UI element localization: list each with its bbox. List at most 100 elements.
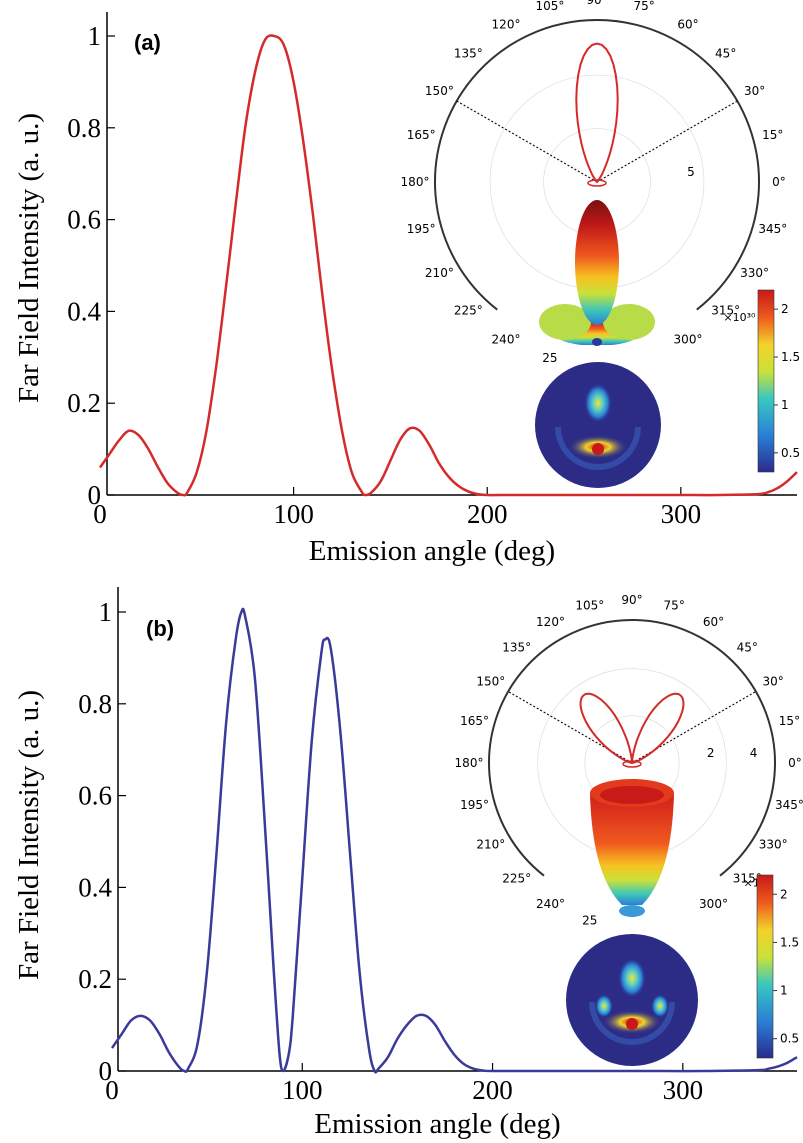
panel-label: (b) bbox=[146, 616, 174, 641]
x-tick-label: 300 bbox=[661, 499, 702, 529]
near-field-spot bbox=[595, 994, 613, 1018]
polar-outer-arc bbox=[488, 619, 776, 877]
series-line bbox=[98, 34, 798, 497]
series-line bbox=[110, 607, 798, 1074]
x-tick-label: 100 bbox=[273, 499, 314, 529]
colorbar-tick-label: 0.5 bbox=[780, 1032, 799, 1046]
near-field-ring bbox=[589, 1001, 675, 1045]
y-tick-label: 0.8 bbox=[78, 689, 112, 719]
y-tick-label: 0.6 bbox=[78, 781, 112, 811]
polar-radial-label: 4 bbox=[750, 746, 758, 760]
polar-pattern bbox=[579, 692, 685, 764]
polar-angle-label: 180° bbox=[455, 756, 484, 770]
y-tick-label: 1 bbox=[88, 21, 102, 51]
y-tick-label: 0.2 bbox=[78, 964, 112, 994]
near-field-disk bbox=[566, 934, 698, 1066]
x-axis-label: Emission angle (deg) bbox=[309, 535, 555, 567]
x-tick-label: 200 bbox=[467, 499, 508, 529]
polar-angle-label: 90° bbox=[586, 0, 607, 7]
near-field-spot bbox=[584, 383, 612, 423]
near-field-disk bbox=[535, 362, 661, 488]
colorbar-tick-label: 1.5 bbox=[780, 935, 799, 949]
polar-angle-label: 150° bbox=[425, 84, 454, 98]
polar-angle-label: 25 bbox=[542, 351, 557, 365]
polar-angle-label: 180° bbox=[401, 175, 430, 189]
colorbar-tick-label: 2 bbox=[781, 302, 789, 316]
polar-dotted-line bbox=[596, 100, 738, 183]
polar-angle-label: 15° bbox=[762, 128, 783, 142]
colorbar-tick-label: 2 bbox=[780, 887, 788, 901]
polar-small-lobe bbox=[622, 760, 642, 768]
y-tick-label: 0.8 bbox=[67, 113, 101, 143]
polar-angle-label: 90° bbox=[621, 593, 642, 607]
polar-angle-label: 30° bbox=[744, 84, 765, 98]
y-tick-label: 0 bbox=[99, 1056, 113, 1086]
x-tick-label: 200 bbox=[472, 1075, 513, 1105]
chart-panel-b: 0 100 200 300 0 0.2 0.4 0.6 0.8 1 Emission angle (… bbox=[13, 587, 803, 1140]
polar-angle-label: 60° bbox=[703, 615, 724, 629]
polar-pattern bbox=[575, 42, 619, 183]
polar-angle-label: 225° bbox=[502, 871, 531, 885]
polar-angle-label: 150° bbox=[476, 675, 505, 689]
polar-angle-label: 30° bbox=[763, 675, 784, 689]
polar-angle-label: 45° bbox=[715, 46, 736, 60]
y-tick-label: 0.4 bbox=[78, 872, 112, 902]
polar-angle-label: 345° bbox=[775, 798, 803, 812]
x-tick-label: 0 bbox=[105, 1075, 119, 1105]
polar-angle-label: 345° bbox=[758, 222, 787, 236]
chart-panel-a: 0 100 200 300 0 0.2 0.4 0.6 0.8 1 Emission angle (… bbox=[13, 0, 800, 567]
polar-dotted-line bbox=[456, 100, 598, 183]
x-tick-label: 0 bbox=[93, 499, 107, 529]
lobe-3d-main bbox=[590, 793, 674, 905]
polar-angle-label: 315° bbox=[733, 871, 762, 885]
polar-angle-label: 0° bbox=[788, 756, 802, 770]
polar-angle-label: 135° bbox=[454, 46, 483, 60]
polar-small-lobe bbox=[587, 179, 607, 187]
polar-angle-label: 300° bbox=[699, 897, 728, 911]
polar-angle-label: 60° bbox=[677, 17, 698, 31]
near-field-ring bbox=[555, 426, 641, 470]
y-axis-label: Far Field Intensity (a. u.) bbox=[13, 113, 45, 403]
near-field-core bbox=[592, 443, 604, 455]
y-tick-label: 0.6 bbox=[67, 205, 101, 235]
polar-angle-label: 15° bbox=[779, 714, 800, 728]
lobe-3d-tip bbox=[592, 338, 602, 346]
polar-angle-label: 330° bbox=[759, 838, 788, 852]
lobe-3d-side bbox=[539, 304, 591, 340]
polar-angle-label: 165° bbox=[407, 128, 436, 142]
polar-angle-label: 105° bbox=[535, 0, 564, 13]
near-field-spot bbox=[618, 958, 646, 998]
polar-angle-label: 240° bbox=[492, 333, 521, 347]
near-field-map bbox=[566, 934, 698, 1066]
polar-outer-arc bbox=[434, 19, 760, 311]
polar-angle-label: 45° bbox=[737, 641, 758, 655]
polar-angle-label: 210° bbox=[425, 266, 454, 280]
lobe-3d-cup bbox=[600, 786, 664, 804]
polar-angle-label: 240° bbox=[536, 897, 565, 911]
colorbar-tick-label: 1 bbox=[781, 398, 789, 412]
polar-angle-label: 210° bbox=[476, 838, 505, 852]
inset-polar-plot: 0° 15° 30° 45° 60° 75° 90° 105° 120° 135° 150° 165°… bbox=[401, 0, 800, 488]
y-tick-label: 0.4 bbox=[67, 296, 101, 326]
y-tick-label: 0.2 bbox=[67, 388, 101, 418]
lobe-3d-side bbox=[603, 304, 655, 340]
polar-angle-label: 135° bbox=[502, 641, 531, 655]
polar-angle-label: 300° bbox=[674, 333, 703, 347]
colorbar bbox=[756, 874, 774, 1059]
polar-angle-label: 0° bbox=[772, 175, 786, 189]
polar-radial-label: 2 bbox=[707, 746, 715, 760]
polar-angle-label: 75° bbox=[633, 0, 654, 13]
colorbar bbox=[757, 289, 775, 473]
near-field-map bbox=[535, 362, 661, 488]
y-axis-label: Far Field Intensity (a. u.) bbox=[13, 690, 45, 980]
polar-angle-label: 195° bbox=[407, 222, 436, 236]
polar-angle-label: 330° bbox=[740, 266, 769, 280]
polar-angle-label: 225° bbox=[454, 304, 483, 318]
polar-angle-label: 105° bbox=[575, 599, 604, 613]
inset-polar-plot: 0° 15° 30° 45° 60° 75° 90° 105° 120° 135° 150° 165°… bbox=[455, 593, 803, 1066]
polar-angle-label: 315° bbox=[711, 304, 740, 318]
panel-label: (a) bbox=[134, 30, 161, 55]
colorbar-tick-label: 1 bbox=[780, 984, 788, 998]
polar-angle-label: 75° bbox=[664, 599, 685, 613]
x-axis-label: Emission angle (deg) bbox=[314, 1108, 560, 1140]
